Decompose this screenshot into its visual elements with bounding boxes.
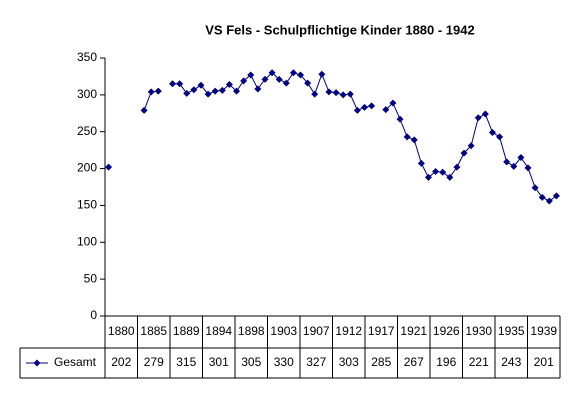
marker bbox=[211, 87, 219, 95]
marker bbox=[368, 102, 376, 110]
x-tick-label: 1903 bbox=[270, 324, 297, 338]
y-tick-label: 350 bbox=[77, 50, 97, 64]
marker bbox=[169, 80, 177, 88]
marker bbox=[552, 192, 560, 200]
table-value: 243 bbox=[501, 355, 521, 369]
x-tick-label: 1939 bbox=[530, 324, 557, 338]
marker bbox=[496, 133, 504, 141]
table-value: 330 bbox=[274, 355, 294, 369]
marker bbox=[297, 71, 305, 79]
marker bbox=[517, 154, 525, 162]
y-tick-label: 150 bbox=[77, 198, 97, 212]
marker bbox=[304, 79, 312, 87]
x-tick-label: 1889 bbox=[173, 324, 200, 338]
marker bbox=[190, 86, 198, 94]
marker bbox=[233, 87, 241, 95]
marker bbox=[510, 162, 518, 170]
marker bbox=[154, 87, 162, 95]
marker bbox=[282, 79, 290, 87]
marker bbox=[332, 89, 340, 97]
marker bbox=[424, 173, 432, 181]
marker bbox=[488, 128, 496, 136]
marker bbox=[105, 163, 113, 171]
marker bbox=[218, 86, 226, 94]
marker bbox=[524, 164, 532, 172]
legend-marker bbox=[33, 359, 41, 367]
marker bbox=[346, 90, 354, 98]
table-value: 221 bbox=[469, 355, 489, 369]
marker bbox=[176, 80, 184, 88]
x-tick-label: 1917 bbox=[368, 324, 395, 338]
y-tick-label: 100 bbox=[77, 234, 97, 248]
marker bbox=[545, 197, 553, 205]
table-value: 267 bbox=[404, 355, 424, 369]
marker bbox=[268, 69, 276, 77]
marker bbox=[140, 106, 148, 114]
y-tick-label: 50 bbox=[84, 271, 98, 285]
marker bbox=[531, 184, 539, 192]
x-tick-label: 1926 bbox=[433, 324, 460, 338]
legend-label: Gesamt bbox=[54, 355, 97, 369]
y-tick-label: 250 bbox=[77, 124, 97, 138]
marker bbox=[439, 168, 447, 176]
marker bbox=[403, 133, 411, 141]
marker bbox=[147, 88, 155, 96]
table-value: 202 bbox=[111, 355, 131, 369]
marker bbox=[240, 77, 248, 85]
marker bbox=[325, 88, 333, 96]
marker bbox=[225, 81, 233, 89]
marker bbox=[382, 106, 390, 114]
y-tick-label: 200 bbox=[77, 161, 97, 175]
marker bbox=[453, 163, 461, 171]
marker bbox=[318, 70, 326, 78]
marker bbox=[538, 193, 546, 201]
marker bbox=[311, 90, 319, 98]
table-value: 315 bbox=[176, 355, 196, 369]
marker bbox=[481, 110, 489, 118]
x-tick-label: 1894 bbox=[205, 324, 232, 338]
marker bbox=[360, 103, 368, 111]
x-tick-label: 1898 bbox=[238, 324, 265, 338]
marker bbox=[474, 114, 482, 122]
table-value: 196 bbox=[436, 355, 456, 369]
chart-title: VS Fels - Schulpflichtige Kinder 1880 - … bbox=[205, 22, 474, 37]
marker bbox=[254, 85, 262, 93]
marker bbox=[289, 69, 297, 77]
marker bbox=[275, 75, 283, 83]
y-tick-label: 300 bbox=[77, 87, 97, 101]
marker bbox=[197, 81, 205, 89]
x-tick-label: 1885 bbox=[140, 324, 167, 338]
table-value: 301 bbox=[209, 355, 229, 369]
marker bbox=[446, 173, 454, 181]
x-tick-label: 1930 bbox=[465, 324, 492, 338]
marker bbox=[503, 158, 511, 166]
marker bbox=[396, 115, 404, 123]
marker bbox=[410, 136, 418, 144]
marker bbox=[261, 75, 269, 83]
x-tick-label: 1921 bbox=[400, 324, 427, 338]
marker bbox=[353, 106, 361, 114]
marker bbox=[339, 91, 347, 99]
y-tick-label: 0 bbox=[90, 308, 97, 322]
x-tick-label: 1935 bbox=[498, 324, 525, 338]
marker bbox=[247, 71, 255, 79]
table-value: 327 bbox=[306, 355, 326, 369]
marker bbox=[389, 99, 397, 107]
marker bbox=[417, 159, 425, 167]
table-value: 305 bbox=[241, 355, 261, 369]
marker bbox=[467, 142, 475, 150]
marker bbox=[204, 90, 212, 98]
x-tick-label: 1912 bbox=[335, 324, 362, 338]
table-value: 303 bbox=[339, 355, 359, 369]
marker bbox=[432, 168, 440, 176]
x-tick-label: 1907 bbox=[303, 324, 330, 338]
x-tick-label: 1880 bbox=[108, 324, 135, 338]
marker bbox=[460, 149, 468, 157]
table-value: 285 bbox=[371, 355, 391, 369]
table-value: 279 bbox=[144, 355, 164, 369]
marker bbox=[183, 89, 191, 97]
table-value: 201 bbox=[534, 355, 554, 369]
